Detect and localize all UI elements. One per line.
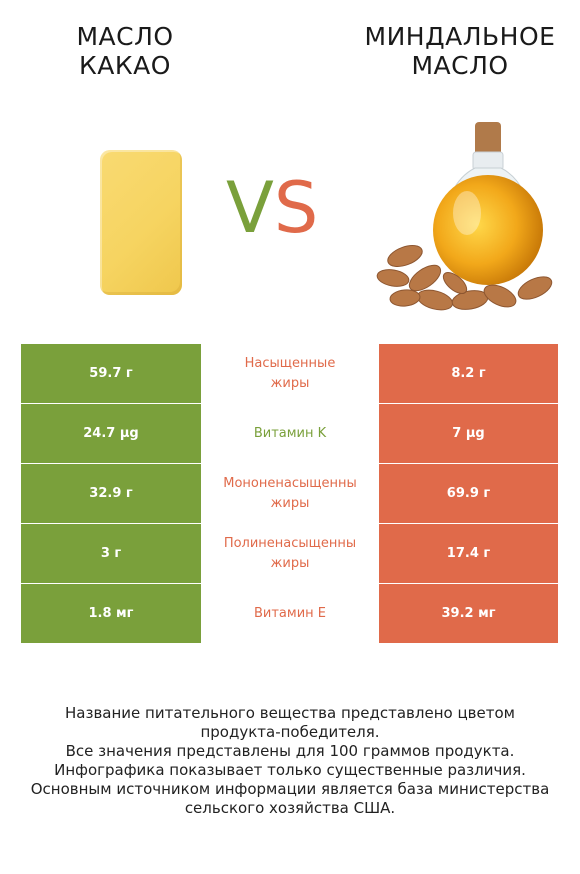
table-row: 24.7 µg Витамин K 7 µg [21, 403, 558, 464]
glass-highlight [453, 191, 481, 235]
right-value: 8.2 г [379, 344, 558, 404]
cocoa-butter-image [100, 150, 182, 295]
left-value: 3 г [21, 523, 201, 584]
footer-line: Инфографика показывает только существенн… [54, 761, 526, 779]
footer-line: сельского хозяйства США. [184, 799, 396, 817]
comparison-table: 59.7 г Насыщенные жиры 8.2 г 24.7 µg Вита… [21, 344, 558, 643]
nutrient-label: Полиненасыщенны жиры [223, 535, 357, 571]
nutrient-name: Витамин K [201, 403, 379, 464]
bottle-neck [472, 151, 504, 171]
footer-line: Название питательного вещества представл… [65, 704, 515, 722]
right-value: 39.2 мг [379, 583, 558, 643]
vs-v: V [226, 167, 274, 249]
left-title-line-1: МАСЛО [76, 22, 174, 51]
nutrient-label: Витамин E [253, 605, 326, 621]
footer-line: продукта-победителя. [200, 723, 380, 741]
nutrient-name: Насыщенные жиры [201, 344, 379, 404]
footer-note: Название питательного вещества представл… [20, 704, 560, 818]
left-product-title: МАСЛО КАКАО [15, 22, 235, 80]
right-title-line-1: МИНДАЛЬНОЕ [364, 22, 556, 51]
left-value: 24.7 µg [21, 403, 201, 464]
nutrient-label: Насыщенные жиры [244, 355, 336, 391]
left-title-line-2: КАКАО [79, 51, 171, 80]
right-value: 17.4 г [379, 523, 558, 584]
nutrient-label: Мононенасыщенны жиры [223, 475, 357, 511]
table-row: 59.7 г Насыщенные жиры 8.2 г [21, 344, 558, 404]
cork [475, 122, 501, 156]
left-value: 1.8 мг [21, 583, 201, 643]
almonds [376, 245, 553, 311]
nutrient-label: Витамин K [253, 425, 327, 441]
left-value: 32.9 г [21, 463, 201, 524]
right-product-title: МИНДАЛЬНОЕ МАСЛО [340, 22, 580, 80]
vs-s: S [273, 167, 319, 249]
right-value: 7 µg [379, 403, 558, 464]
table-row: 32.9 г Мононенасыщенны жиры 69.9 г [21, 463, 558, 524]
nutrient-name: Мононенасыщенны жиры [201, 463, 379, 524]
table-row: 3 г Полиненасыщенны жиры 17.4 г [21, 523, 558, 584]
left-value: 59.7 г [21, 344, 201, 404]
nutrient-name: Полиненасыщенны жиры [201, 523, 379, 584]
almond-oil-image [376, 122, 553, 311]
right-value: 69.9 г [379, 463, 558, 524]
oil [433, 175, 543, 285]
nutrient-name: Витамин E [201, 583, 379, 643]
footer-line: Все значения представлены для 100 граммо… [65, 742, 515, 760]
vs-label: VS [226, 168, 318, 248]
right-title-line-2: МАСЛО [411, 51, 509, 80]
footer-line: Основным источником информации является … [30, 780, 550, 798]
table-row: 1.8 мг Витамин E 39.2 мг [21, 583, 558, 643]
